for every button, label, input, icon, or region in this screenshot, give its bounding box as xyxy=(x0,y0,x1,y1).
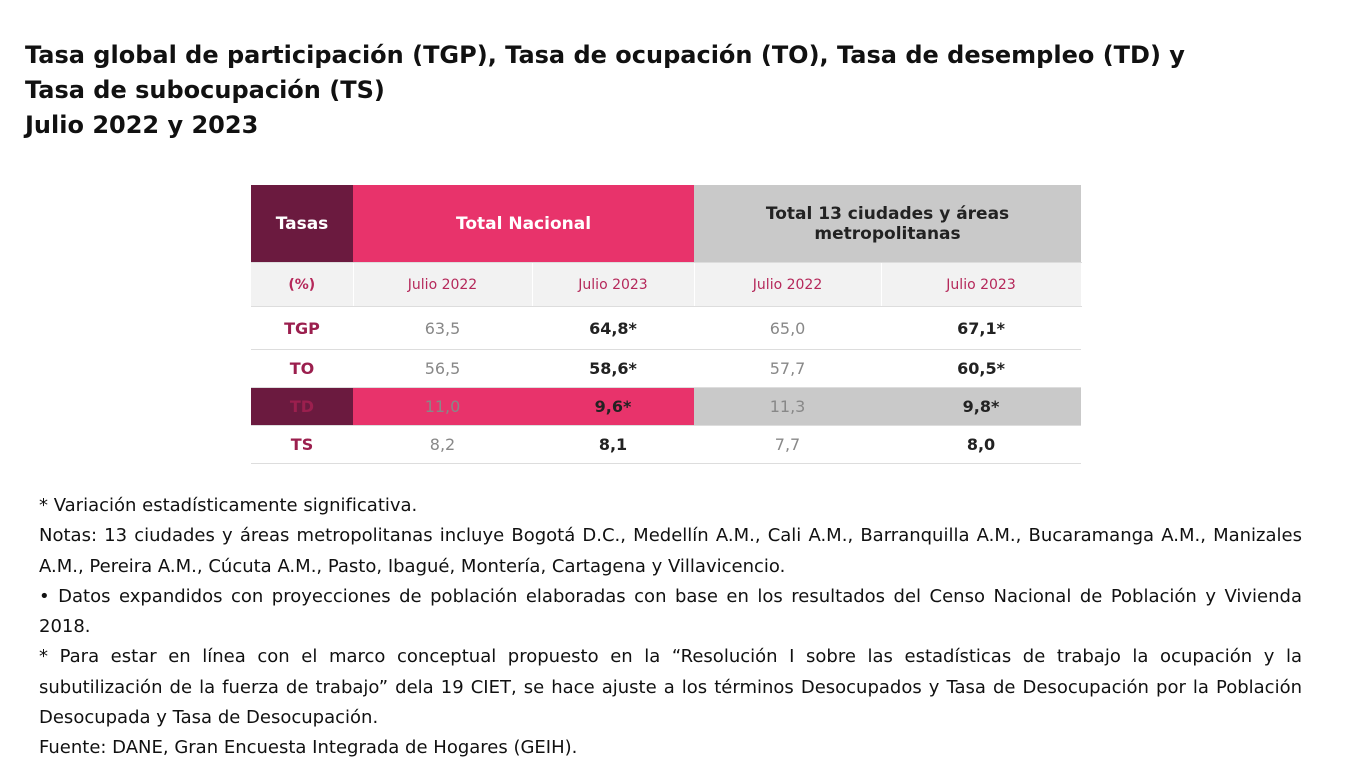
cell: 8,1 xyxy=(532,425,695,464)
table-body: Tasas Total Nacional Total 13 ciudades y á… xyxy=(251,185,1082,464)
data-row: TO 56,5 58,6* 57,7 60,5* xyxy=(251,349,1082,388)
cell: 64,8* xyxy=(532,306,695,350)
row-label: TGP xyxy=(251,306,353,350)
cell: 7,7 xyxy=(694,425,882,464)
cell: 8,0 xyxy=(881,425,1082,464)
title: Tasa global de participación (TGP), Tasa… xyxy=(25,41,1185,104)
cell: 9,6* xyxy=(532,387,695,426)
cell: 56,5 xyxy=(353,349,532,388)
note: Notas: 13 ciudades y áreas metropolitana… xyxy=(39,525,1302,577)
data-row: TS 8,2 8,1 7,7 8,0 xyxy=(251,425,1082,464)
cell: 8,2 xyxy=(353,425,532,464)
cell: 11,3 xyxy=(694,387,882,426)
cell: 63,5 xyxy=(353,306,532,350)
cell: 67,1* xyxy=(881,306,1082,350)
subheader-row: (%) Julio 2022 Julio 2023 Julio 2022 Julio 2… xyxy=(251,262,1082,307)
data-row: TGP 63,5 64,8* 65,0 67,1* xyxy=(251,306,1082,350)
corner-cell: Tasas xyxy=(251,185,353,263)
cell: 60,5* xyxy=(881,349,1082,388)
cell: 11,0 xyxy=(353,387,532,426)
header-row: Tasas Total Nacional Total 13 ciudades y á… xyxy=(251,185,1082,263)
row-label: TO xyxy=(251,349,353,388)
column-header: Julio 2022 xyxy=(353,262,533,307)
note: * Para estar en línea con el marco conce… xyxy=(39,646,1302,729)
title-block: Tasa global de participación (TGP), Tasa… xyxy=(25,38,1235,143)
corner-cell: (%) xyxy=(251,262,354,307)
note: • Datos expandidos con proyecciones de p… xyxy=(39,585,1302,638)
column-header: Julio 2022 xyxy=(694,262,882,307)
cell: 58,6* xyxy=(532,349,695,388)
column-header: Julio 2023 xyxy=(881,262,1082,307)
row-label: TS xyxy=(251,425,353,464)
rates-table: Tasas Total Nacional Total 13 ciudades y á… xyxy=(251,185,1082,464)
cell: 65,0 xyxy=(694,306,882,350)
data-row: TD 11,0 9,6* 11,3 9,8* xyxy=(251,387,1082,426)
group-header: Total Nacional xyxy=(353,185,695,263)
subtitle: Julio 2022 y 2023 xyxy=(25,111,259,139)
cell: 57,7 xyxy=(694,349,882,388)
column-header: Julio 2023 xyxy=(532,262,695,307)
cell: 9,8* xyxy=(881,387,1082,426)
note: * Variación estadísticamente significati… xyxy=(39,495,418,516)
notes: * Variación estadísticamente significati… xyxy=(39,491,1302,764)
row-label: TD xyxy=(251,387,353,426)
note: Fuente: DANE, Gran Encuesta Integrada de… xyxy=(39,737,578,759)
group-header: Total 13 ciudades y áreas metropolitanas xyxy=(694,185,1082,263)
